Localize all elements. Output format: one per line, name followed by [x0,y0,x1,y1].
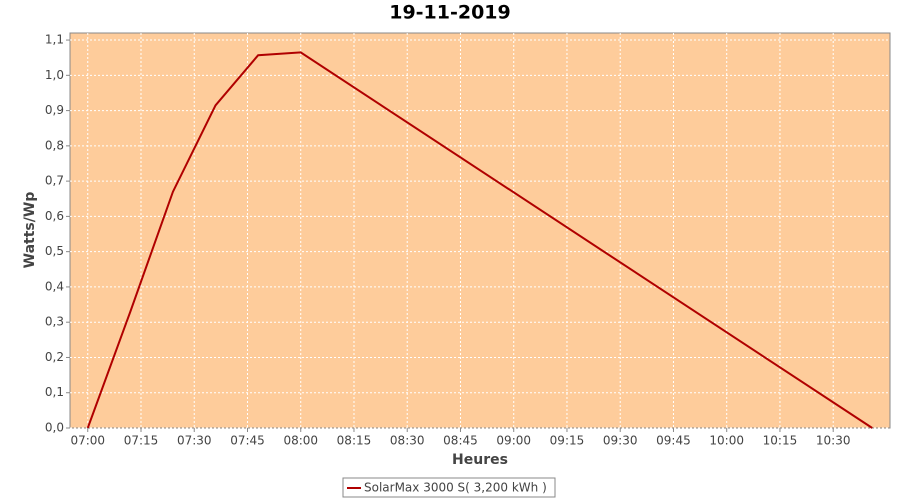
y-tick-label: 0,6 [45,209,64,223]
x-tick-label: 07:45 [230,434,265,448]
x-tick-label: 08:45 [443,434,478,448]
y-tick-label: 0,0 [45,421,64,435]
y-tick-label: 0,1 [45,385,64,399]
x-tick-label: 10:15 [763,434,798,448]
plot-area [69,32,891,429]
y-tick-label: 0,4 [45,279,64,293]
y-axis-label: Watts/Wp [22,192,38,269]
x-tick-label: 08:15 [337,434,372,448]
x-tick-label: 10:00 [709,434,744,448]
y-tick-label: 0,9 [45,103,64,117]
x-tick-label: 09:00 [496,434,531,448]
x-tick-label: 07:00 [70,434,105,448]
y-tick-label: 0,8 [45,138,64,152]
x-tick-label: 08:00 [283,434,318,448]
chart-title: 19-11-2019 [389,2,511,24]
x-axis-label: Heures [452,452,508,468]
x-tick-label: 09:30 [603,434,638,448]
x-tick-label: 09:15 [550,434,585,448]
x-tick-label: 10:30 [816,434,851,448]
y-tick-label: 0,3 [45,315,64,329]
y-tick-label: 0,5 [45,244,64,258]
legend-box [342,477,556,498]
y-tick-label: 0,7 [45,174,64,188]
x-tick-label: 07:15 [124,434,159,448]
x-tick-label: 09:45 [656,434,691,448]
y-tick-label: 0,2 [45,350,64,364]
data-line [86,51,873,429]
x-tick-label: 08:30 [390,434,425,448]
y-tick-label: 1,0 [45,68,64,82]
legend-label: SolarMax 3000 S( 3,200 kWh ) [364,481,547,495]
y-tick-label: 1,1 [45,33,64,47]
x-tick-label: 07:30 [177,434,212,448]
